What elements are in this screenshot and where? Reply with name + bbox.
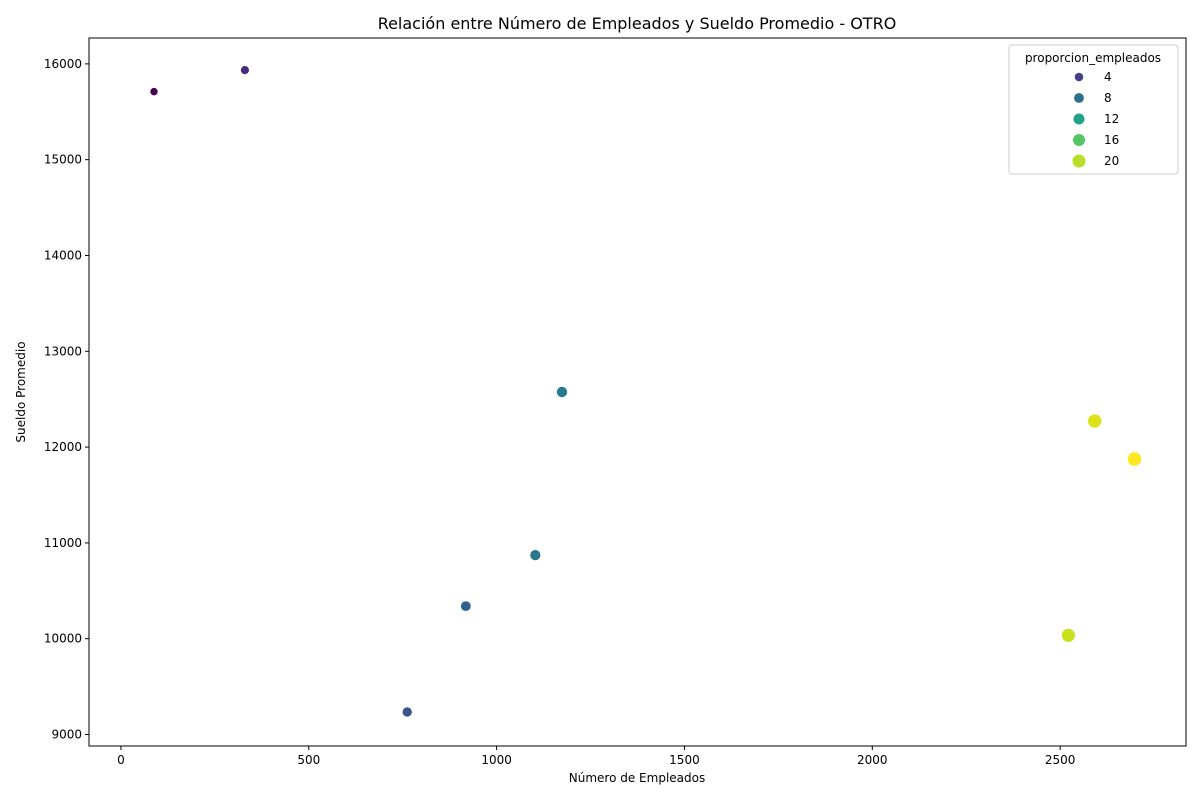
x-tick-label: 1000 bbox=[481, 753, 512, 767]
data-point bbox=[240, 65, 250, 75]
legend-box bbox=[1008, 44, 1179, 175]
y-axis: 9000 10000 11000 12000 13000 14000 15000 16000 bbox=[44, 57, 89, 742]
data-point bbox=[149, 87, 159, 97]
x-tick-label: 1500 bbox=[669, 753, 700, 767]
y-tick-label: 15000 bbox=[44, 153, 82, 167]
legend-marker bbox=[1072, 112, 1086, 126]
legend-label: 12 bbox=[1104, 112, 1119, 126]
plot-area: 0 500 1000 1500 2000 2500 9000 10000 11000 12000… bbox=[44, 37, 1187, 767]
y-tick-label: 12000 bbox=[44, 440, 82, 454]
y-tick-label: 10000 bbox=[44, 632, 82, 646]
x-axis: 0 500 1000 1500 2000 2500 bbox=[117, 746, 1075, 767]
data-point bbox=[529, 549, 542, 562]
x-tick-label: 0 bbox=[117, 753, 125, 767]
legend-marker bbox=[1073, 92, 1085, 104]
data-point bbox=[401, 706, 413, 718]
data-points bbox=[149, 65, 1143, 718]
x-axis-label: Número de Empleados bbox=[569, 771, 705, 785]
data-point bbox=[1061, 627, 1076, 643]
y-tick-label: 13000 bbox=[44, 344, 82, 358]
plot-frame bbox=[88, 37, 1187, 747]
x-tick-label: 2000 bbox=[857, 753, 888, 767]
y-tick-label: 11000 bbox=[44, 536, 82, 550]
legend-label: 16 bbox=[1104, 133, 1119, 147]
legend-marker bbox=[1073, 71, 1085, 83]
y-axis-label: Sueldo Promedio bbox=[14, 341, 28, 442]
y-tick-label: 14000 bbox=[44, 248, 82, 262]
data-point bbox=[1126, 451, 1143, 467]
chart-title: Relación entre Número de Empleados y Sue… bbox=[378, 14, 897, 33]
legend-title: proporcion_empleados bbox=[1025, 51, 1161, 65]
legend-label: 8 bbox=[1104, 91, 1112, 105]
x-tick-label: 500 bbox=[297, 753, 320, 767]
legend-marker bbox=[1071, 153, 1087, 169]
data-point bbox=[460, 600, 472, 612]
legend-label: 4 bbox=[1104, 70, 1112, 84]
legend-entries: 4 8 12 16 20 bbox=[1071, 70, 1119, 169]
data-point bbox=[555, 385, 568, 399]
legend: proporcion_empleados 4 8 12 16 20 bbox=[1008, 44, 1179, 175]
data-point bbox=[1087, 413, 1103, 429]
x-tick-label: 2500 bbox=[1045, 753, 1076, 767]
legend-marker bbox=[1072, 133, 1086, 147]
y-tick-label: 16000 bbox=[44, 57, 82, 71]
legend-label: 20 bbox=[1104, 154, 1119, 168]
y-tick-label: 9000 bbox=[51, 728, 82, 742]
